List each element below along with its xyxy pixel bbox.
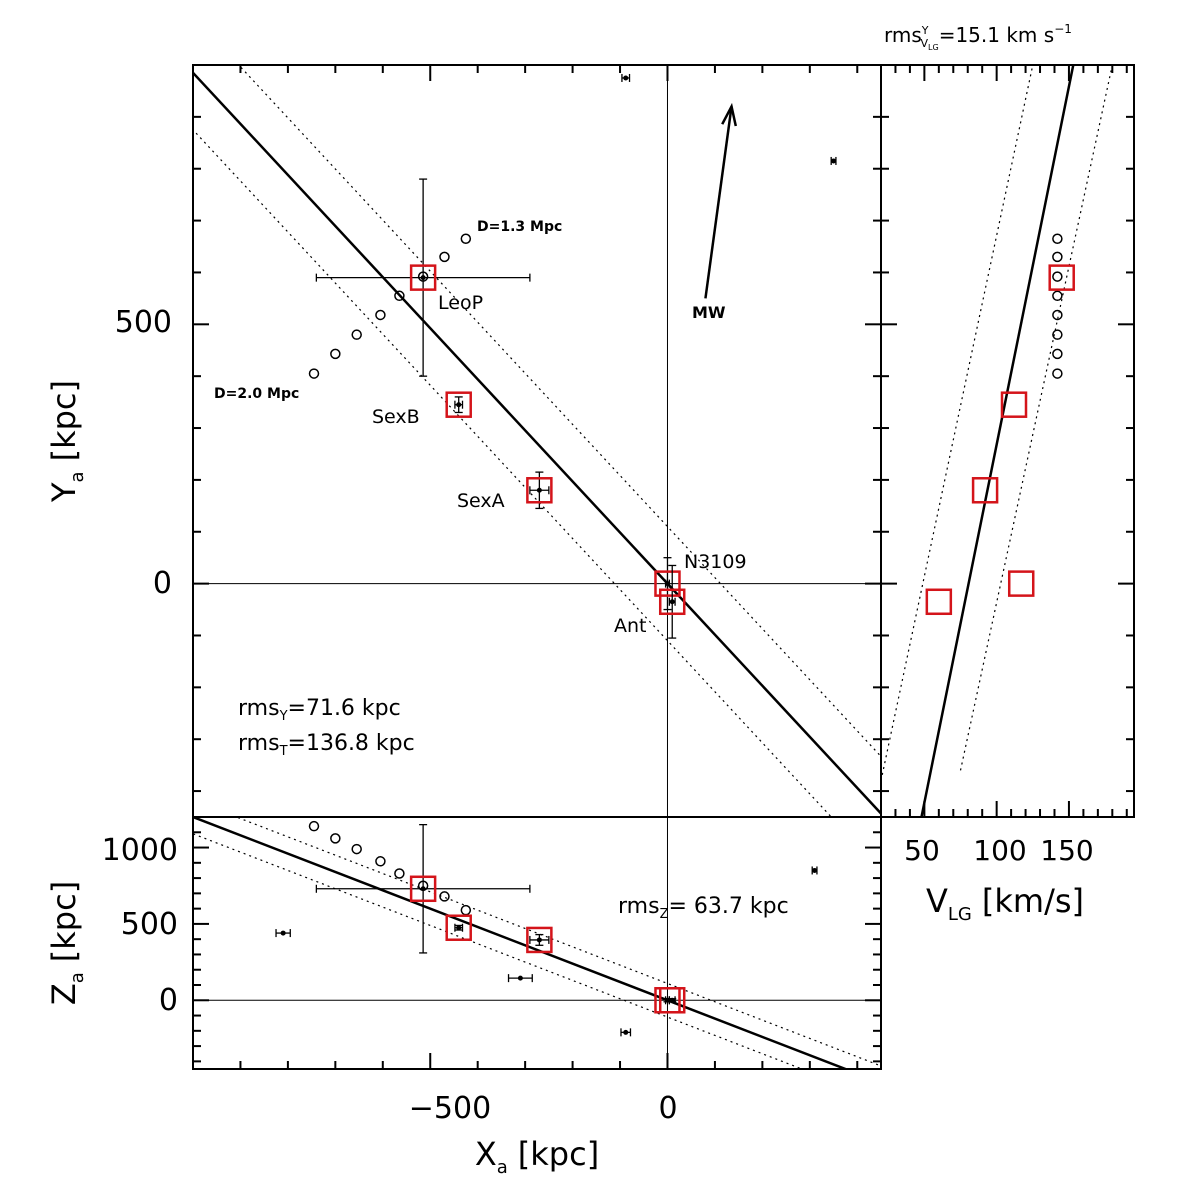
xz-xlabel: Xa [kpc]: [475, 1135, 599, 1178]
galaxy-label-ant: Ant: [614, 615, 647, 637]
xz-distance-track-point: [330, 833, 341, 844]
xz-sexa-marker: [526, 926, 553, 954]
panel-vy-plot: [881, 65, 1113, 817]
mw-arrow-shaft: [704, 106, 733, 299]
xz-fit-line: [193, 817, 849, 1069]
xz-other-galaxy-point: [812, 867, 818, 873]
vy-band-line: [881, 65, 1034, 781]
panel-xz-plot: [193, 817, 881, 1069]
xz-distance-track-point: [394, 868, 405, 879]
xz-distance-track-point: [308, 820, 320, 832]
vy-distance-track-point: [1052, 251, 1063, 263]
xz-sexb-marker: [445, 914, 472, 941]
xz-xtick-0: 0: [658, 1091, 677, 1126]
vy-band-line: [959, 65, 1113, 771]
rms-z-annotation: rmsZ= 63.7 kpc: [618, 894, 789, 922]
vy-distance-track-point: [1052, 233, 1063, 244]
xz-leop-marker: [409, 875, 437, 903]
xz-ytick-0: 0: [159, 983, 178, 1018]
galaxy-label-sexa: SexA: [457, 490, 505, 512]
xy-ant-marker: [658, 588, 686, 616]
vy-distance-track-point: [1052, 348, 1063, 360]
xz-sexb-point: [456, 925, 462, 931]
vy-sexb-marker: [1000, 391, 1028, 418]
vy-xtick-50: 50: [904, 834, 940, 867]
xy-ant-point: [669, 599, 675, 605]
distance-label-end: D=1.3 Mpc: [477, 219, 562, 235]
galaxy-label-leop: LeoP: [438, 292, 483, 314]
vy-leop-marker: [1048, 264, 1075, 291]
vy-xlabel: VLG [km/s]: [926, 882, 1084, 925]
xz-ylabel: Za[kpc]: [45, 881, 88, 1005]
xy-leop-marker: [409, 264, 437, 291]
vy-distance-track-point: [1052, 290, 1063, 302]
xz-distance-track-point: [351, 843, 362, 855]
vy-sexa-marker: [971, 477, 999, 504]
xy-other-galaxy-point: [623, 75, 629, 81]
xz-other-galaxy-point: [623, 1029, 629, 1035]
vy-xtick-150: 150: [1040, 834, 1093, 867]
xy-ytick-0: 0: [153, 566, 172, 601]
xz-ant-point: [669, 997, 675, 1003]
xy-ylabel: Ya[kpc]: [45, 380, 88, 503]
xy-distance-track-point: [394, 290, 405, 302]
xz-sexa-point: [536, 937, 542, 943]
galaxy-label-n3109: N3109: [684, 551, 747, 573]
panel-vy-frame: [880, 64, 1135, 818]
xy-distance-track-point: [375, 309, 386, 321]
vy-ant-marker: [925, 588, 953, 616]
distance-label-start: D=2.0 Mpc: [214, 386, 299, 402]
vy-fit-line: [920, 65, 1075, 817]
xy-sexa-point: [536, 487, 542, 493]
xz-band-line: [234, 817, 881, 1067]
xy-leop-point: [420, 275, 426, 281]
xz-xtick-neg500: −500: [409, 1091, 491, 1126]
xy-sexb-marker: [445, 391, 472, 418]
vy-xtick-100: 100: [973, 834, 1026, 867]
rms-v-annotation: rmsY VLG=15.1 km s−1: [884, 22, 1072, 52]
xy-band-line: [193, 128, 833, 817]
xz-distance-track-point: [460, 904, 472, 916]
xy-other-galaxy-point: [831, 158, 837, 164]
xy-sexb-point: [456, 402, 462, 408]
mw-label: MW: [692, 303, 726, 322]
vy-n3109-marker: [1007, 570, 1035, 597]
xy-n3109-point: [664, 581, 670, 587]
xz-distance-track-point: [375, 856, 386, 867]
panel-xz-frame: [192, 816, 882, 1070]
xz-ant-marker: [658, 987, 686, 1014]
rms-y-annotation: rmsY=71.6 kpc: [238, 696, 401, 724]
vy-distance-track-point: [1052, 309, 1063, 321]
vy-distance-track-point: [1052, 271, 1063, 282]
xy-distance-track-point: [308, 368, 320, 379]
vy-distance-track-point: [1052, 368, 1063, 379]
xy-fit-line: [193, 70, 881, 816]
xy-band-line: [237, 65, 881, 758]
xy-ytick-500: 500: [115, 305, 172, 340]
xz-band-line: [193, 833, 804, 1069]
xz-other-galaxy-point: [517, 975, 523, 981]
xy-n3109-marker: [654, 570, 681, 597]
rms-t-annotation: rmsT=136.8 kpc: [238, 731, 415, 759]
xz-ytick-500: 500: [121, 907, 178, 942]
panel-xy-plot: [193, 65, 881, 817]
xy-distance-track-point: [330, 348, 341, 360]
xz-leop-point: [420, 886, 426, 892]
xy-distance-track-point: [460, 233, 472, 244]
galaxy-label-sexb: SexB: [372, 406, 420, 428]
xy-sexa-marker: [526, 477, 553, 504]
mw-arrow-head: [721, 102, 738, 127]
xz-ytick-1000: 1000: [102, 833, 178, 868]
xy-distance-track-point: [439, 251, 450, 263]
xz-distance-track-point: [439, 891, 450, 902]
xy-distance-track-point: [351, 329, 362, 340]
xz-other-galaxy-point: [280, 930, 286, 936]
vy-distance-track-point: [1052, 329, 1063, 340]
